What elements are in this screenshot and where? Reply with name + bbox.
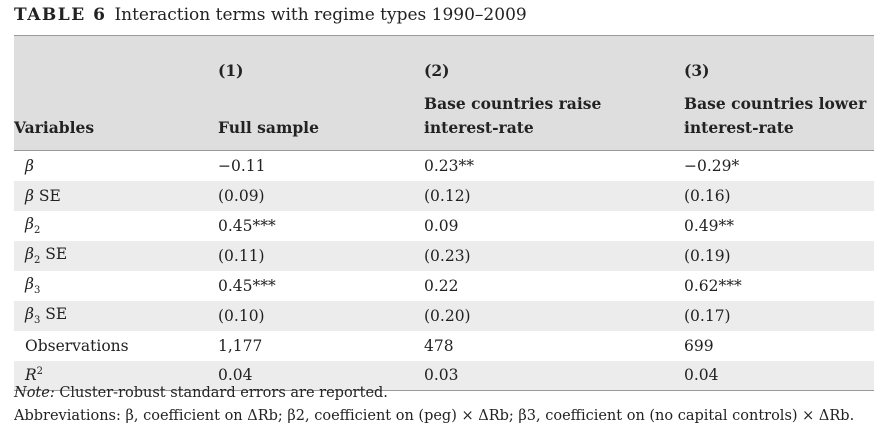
- value-cell-col1: −0.11: [218, 156, 266, 175]
- variable-cell: R2: [25, 366, 44, 385]
- variable-cell: β3 SE: [25, 304, 68, 327]
- col1-header: Full sample: [218, 82, 424, 151]
- value-cell-col3: (0.19): [684, 246, 731, 265]
- value-cell-col2: (0.20): [424, 306, 471, 325]
- table-title: Interaction terms with regime types 1990…: [114, 5, 527, 25]
- table-row: Observations 1,177 478 699: [14, 331, 874, 361]
- table-row: β2 SE (0.11) (0.23) (0.19): [14, 240, 874, 271]
- value-cell-col3: −0.29*: [684, 156, 740, 175]
- value-cell-col1: (0.09): [218, 186, 265, 205]
- value-cell-col2: 478: [424, 336, 454, 355]
- table-row: β3 SE (0.10) (0.20) (0.17): [14, 300, 874, 331]
- value-cell-col2: 0.23**: [424, 156, 475, 175]
- value-cell-col3: 0.49**: [684, 216, 735, 235]
- value-cell-col2: 0.22: [424, 276, 459, 295]
- value-cell-col1: 0.45***: [218, 216, 276, 235]
- value-cell-col2: (0.23): [424, 246, 471, 265]
- note-line: Note: Cluster-robust standard errors are…: [14, 385, 388, 401]
- variable-cell: β3: [25, 274, 41, 297]
- value-cell-col2: 0.03: [424, 366, 459, 385]
- header-labels-row: Variables Full sample Base countries rai…: [14, 82, 874, 151]
- header-numbers-row: (1) (2) (3): [14, 35, 874, 82]
- table-notes: Note: Cluster-robust standard errors are…: [14, 382, 854, 428]
- table-row: β2 0.45*** 0.09 0.49**: [14, 211, 874, 241]
- variable-cell: β2 SE: [25, 244, 68, 267]
- value-cell-col3: 0.62***: [684, 276, 742, 295]
- table-body: β −0.11 0.23** −0.29* β SE (0.09) (0.12) (0.16)…: [14, 151, 874, 391]
- value-cell-col3: (0.17): [684, 306, 731, 325]
- table-row: β3 0.45*** 0.22 0.62***: [14, 271, 874, 301]
- value-cell-col2: 0.09: [424, 216, 459, 235]
- value-cell-col1: (0.11): [218, 246, 265, 265]
- abbreviations-line: Abbreviations: β, coefficient on ΔRb; β2…: [14, 408, 855, 424]
- col3-number: (3): [684, 35, 874, 82]
- variable-cell: β SE: [25, 186, 61, 205]
- variable-cell: β: [25, 156, 34, 175]
- variable-cell: Observations: [25, 336, 129, 355]
- value-cell-col1: 0.45***: [218, 276, 276, 295]
- value-cell-col1: 1,177: [218, 336, 263, 355]
- col2-header: Base countries raise interest-rate: [424, 82, 684, 151]
- variable-cell: β2: [25, 214, 41, 237]
- variables-header: Variables: [14, 82, 218, 151]
- table-row: R2 0.04 0.03 0.04: [14, 360, 874, 391]
- col3-header: Base countries lower interest-rate: [684, 82, 874, 151]
- table-label: TABLE 6: [14, 5, 107, 25]
- value-cell-col3: (0.16): [684, 186, 731, 205]
- results-table-container: (1) (2) (3) Variables Full sample Base c…: [14, 35, 874, 391]
- value-cell-col3: 699: [684, 336, 714, 355]
- value-cell-col1: 0.04: [218, 366, 253, 385]
- table-row: β −0.11 0.23** −0.29*: [14, 151, 874, 181]
- col1-number: (1): [218, 35, 424, 82]
- value-cell-col3: 0.04: [684, 366, 719, 385]
- table-caption: TABLE 6 Interaction terms with regime typ…: [14, 5, 527, 25]
- value-cell-col2: (0.12): [424, 186, 471, 205]
- value-cell-col1: (0.10): [218, 306, 265, 325]
- table-row: β SE (0.09) (0.12) (0.16): [14, 180, 874, 211]
- col2-number: (2): [424, 35, 684, 82]
- results-table: (1) (2) (3) Variables Full sample Base c…: [14, 35, 874, 391]
